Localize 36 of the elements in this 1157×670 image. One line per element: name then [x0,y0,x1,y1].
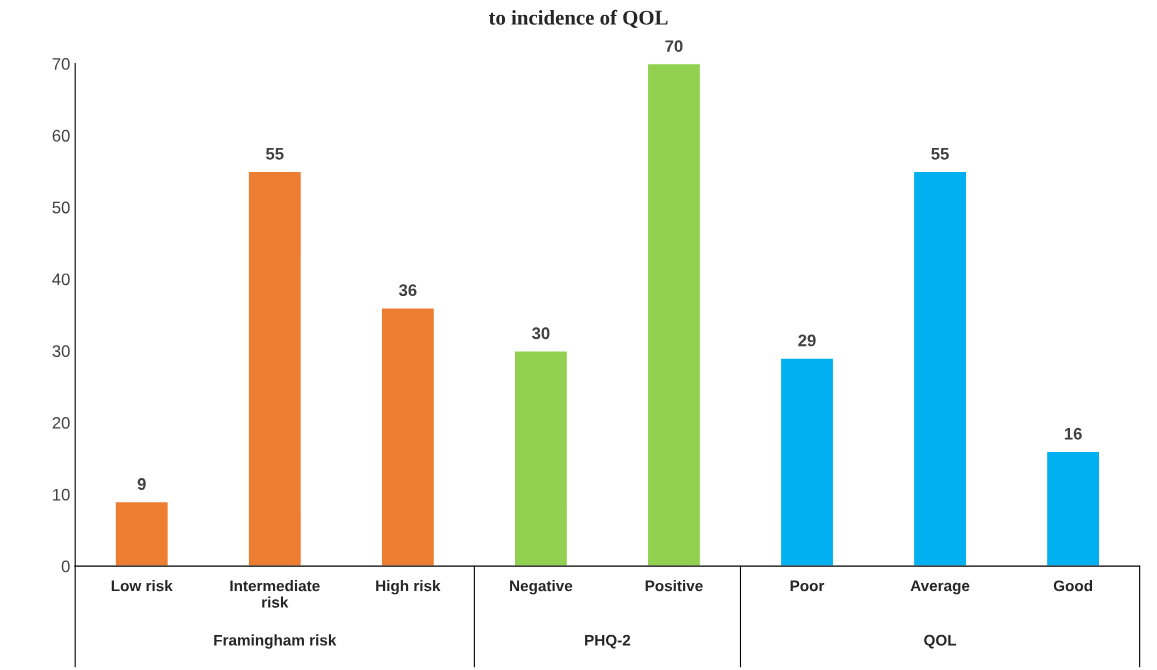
data-label: 55 [931,148,949,160]
y-tick-label: 50 [52,201,70,214]
x-tick-label: Average [910,580,970,595]
bar [779,357,835,567]
y-tick-label: 40 [52,273,70,286]
data-label: 36 [398,284,417,297]
bar [247,170,303,567]
x-tick-label: Intermediate risk [230,580,320,608]
chart-title: to incidence of QOL [488,9,668,28]
data-label: 55 [266,148,284,160]
data-label: 29 [798,334,816,347]
text: QOL [924,634,957,649]
text: PHQ-2 [585,634,631,649]
data-label: 70 [665,40,683,53]
x-tick-label: High risk [376,580,441,595]
bar [513,350,569,567]
bar [1045,450,1101,567]
bar [380,307,436,567]
y-tick-label: 70 [52,58,70,70]
y-tick-label: 60 [52,129,70,142]
bar [912,170,968,567]
text: Framingham risk [214,634,337,649]
y-tick-label: 0 [61,560,70,573]
y-tick-label: 20 [52,416,70,429]
bar [114,500,170,567]
data-label: 30 [532,327,550,340]
y-tick-label: 30 [52,345,70,357]
y-tick-label: 10 [53,488,70,501]
x-tick-label: Negative [510,580,573,595]
x-tick-label: Good [1053,580,1093,592]
data-label: 9 [137,478,146,490]
data-label: 16 [1064,427,1082,440]
x-tick-label: Positive [645,580,703,592]
bar [646,63,702,567]
x-tick-label: Low risk [111,580,173,592]
x-tick-label: Poor [790,580,825,592]
